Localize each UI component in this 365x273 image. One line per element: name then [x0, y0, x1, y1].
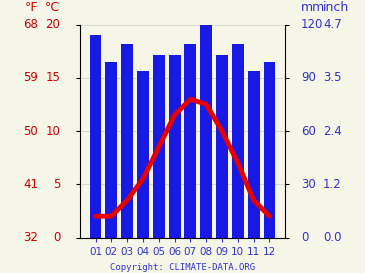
Bar — [153, 55, 165, 238]
Text: inch: inch — [323, 1, 349, 14]
Text: 120: 120 — [301, 18, 323, 31]
Text: Copyright: CLIMATE-DATA.ORG: Copyright: CLIMATE-DATA.ORG — [110, 263, 255, 272]
Text: 0: 0 — [53, 231, 60, 244]
Text: 41: 41 — [23, 178, 38, 191]
Text: 68: 68 — [23, 18, 38, 31]
Text: 5: 5 — [53, 178, 60, 191]
Text: 0: 0 — [301, 231, 308, 244]
Text: 60: 60 — [301, 124, 316, 138]
Text: 3.5: 3.5 — [323, 71, 342, 84]
Text: mm: mm — [301, 1, 325, 14]
Bar — [184, 44, 196, 238]
Text: 1.2: 1.2 — [323, 178, 342, 191]
Text: 2.4: 2.4 — [323, 124, 342, 138]
Text: 59: 59 — [23, 71, 38, 84]
Text: 20: 20 — [45, 18, 60, 31]
Bar — [169, 55, 181, 238]
Text: 10: 10 — [45, 124, 60, 138]
Text: 15: 15 — [45, 71, 60, 84]
Text: °C: °C — [45, 1, 60, 14]
Text: 30: 30 — [301, 178, 316, 191]
Bar — [232, 44, 244, 238]
Bar — [137, 71, 149, 238]
Bar — [121, 44, 133, 238]
Bar — [264, 62, 276, 238]
Text: 32: 32 — [23, 231, 38, 244]
Text: 4.7: 4.7 — [323, 18, 342, 31]
Bar — [248, 71, 260, 238]
Bar — [105, 62, 117, 238]
Text: 0.0: 0.0 — [323, 231, 342, 244]
Text: 90: 90 — [301, 71, 316, 84]
Bar — [200, 25, 212, 238]
Bar — [89, 35, 101, 238]
Bar — [216, 55, 228, 238]
Text: 50: 50 — [24, 124, 38, 138]
Text: °F: °F — [25, 1, 38, 14]
